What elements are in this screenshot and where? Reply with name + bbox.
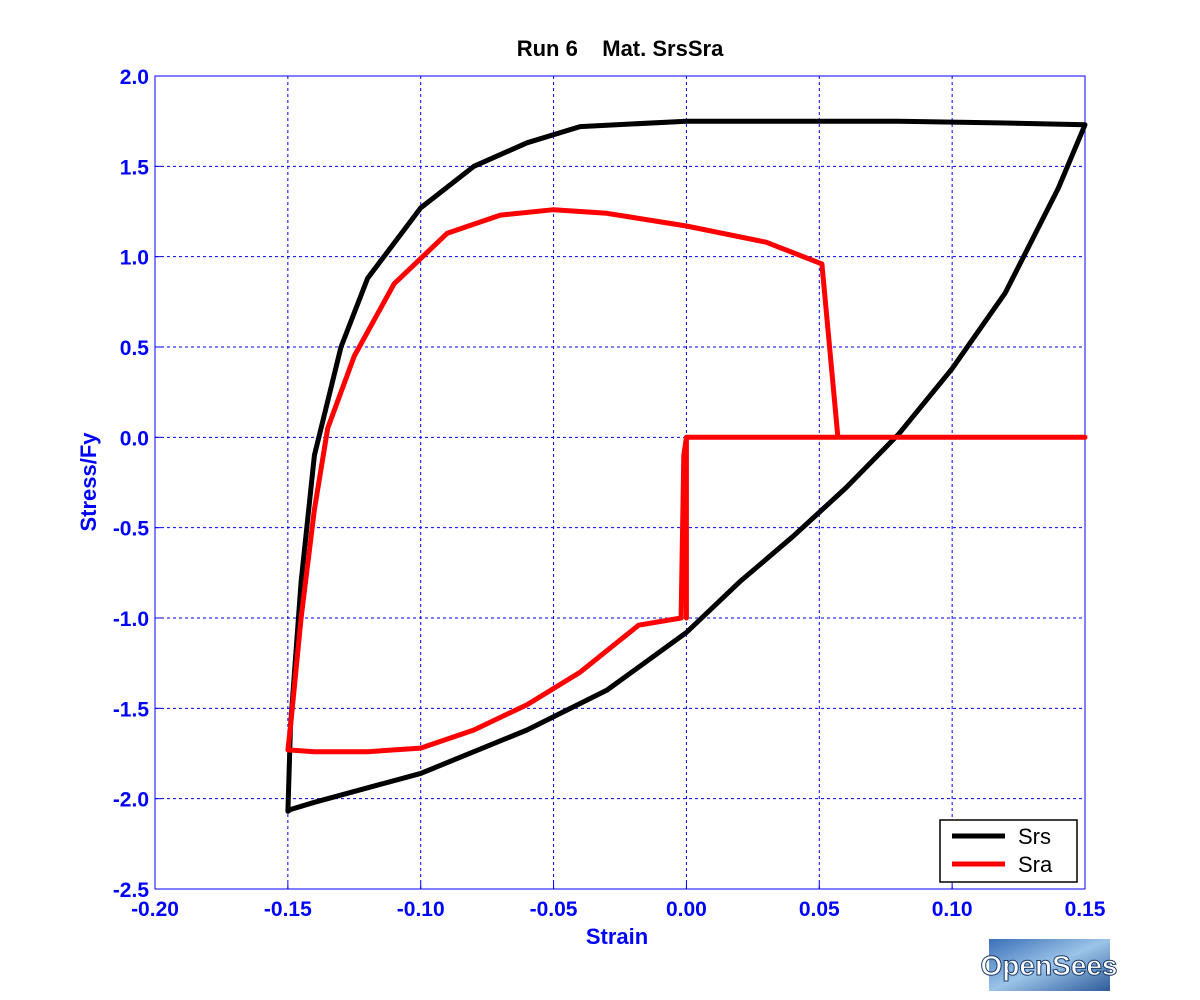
x-tick-label: 0.15 (1065, 898, 1106, 921)
y-tick-label: 1.5 (120, 156, 150, 179)
series-line-sra (285, 207, 1088, 755)
y-tick-label: 1.0 (120, 247, 149, 270)
x-tick-label: -0.20 (131, 898, 179, 921)
x-tick-label: 0.00 (666, 898, 707, 921)
x-tick-labels: -0.20 -0.15 -0.10 -0.05 0.00 0.05 0.10 0.15 (131, 898, 1106, 921)
x-tick-label: 0.10 (932, 898, 973, 921)
opensees-logo: OpenSees (980, 939, 1118, 991)
x-tick-label: -0.05 (530, 898, 578, 921)
series-layer (285, 118, 1088, 814)
legend-box (939, 819, 1078, 883)
y-tick-label: -1.5 (113, 698, 150, 721)
y-tick-label: 0.0 (120, 427, 149, 450)
x-tick-label: -0.10 (397, 898, 445, 921)
x-axis-label: Strain (586, 924, 648, 949)
series-line-srs (285, 118, 1088, 814)
logo-background (989, 939, 1110, 991)
logo-text: OpenSees (981, 950, 1118, 981)
legend-label-sra: Sra (1018, 852, 1053, 877)
x-tick-label: 0.05 (799, 898, 840, 921)
y-tick-label: -2.5 (113, 879, 150, 902)
chart-title: Run 6 Mat. SrsSra (517, 36, 724, 61)
legend: Srs Sra (939, 819, 1078, 883)
y-tick-label: 2.0 (120, 66, 149, 89)
x-tick-label: -0.15 (264, 898, 312, 921)
y-tick-labels: 2.0 1.5 1.0 0.5 0.0 -0.5 -1.0 -1.5 -2.0 -2.5 (113, 66, 150, 902)
y-axis-label: Stress/Fy (76, 432, 101, 532)
y-tick-label: -2.0 (113, 789, 149, 812)
y-tick-label: -0.5 (113, 518, 150, 541)
y-tick-label: 0.5 (120, 337, 150, 360)
y-tick-label: -1.0 (113, 608, 149, 631)
legend-label-srs: Srs (1018, 824, 1051, 849)
plot-frame (154, 75, 1086, 890)
